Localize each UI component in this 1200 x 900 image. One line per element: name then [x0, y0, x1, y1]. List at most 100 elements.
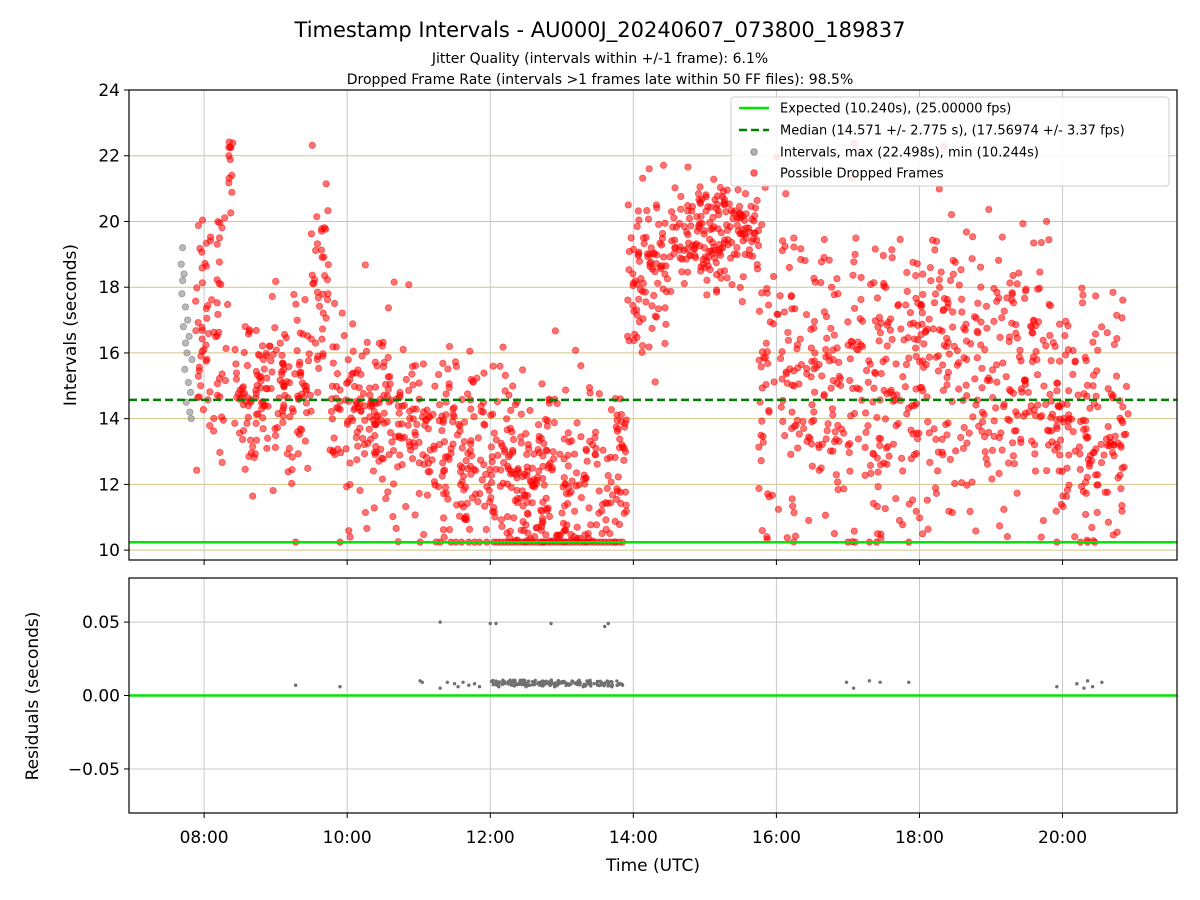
dropped-frame-point [415, 438, 423, 447]
dropped-frame-point [456, 462, 464, 470]
dropped-frame-point [385, 451, 393, 459]
residual-point [615, 683, 619, 688]
dropped-frame-point [889, 440, 897, 448]
dropped-frame-point [874, 468, 882, 476]
dropped-frame-point [1094, 346, 1102, 354]
dropped-frame-point [847, 412, 855, 420]
dropped-frame-point [1089, 338, 1097, 346]
dropped-frame-point [973, 327, 981, 335]
dropped-frame-point [1103, 329, 1111, 337]
dropped-frame-point [271, 324, 279, 332]
dropped-frame-point [784, 336, 793, 344]
dropped-frame-point [877, 530, 885, 538]
dropped-frame-point [322, 314, 330, 322]
dropped-frame-point [899, 467, 907, 475]
dropped-frame-point [757, 457, 765, 465]
dropped-frame-point [462, 457, 470, 465]
dropped-frame-point [294, 450, 302, 458]
dropped-frame-point [382, 494, 390, 503]
dropped-frame-point [1033, 371, 1042, 379]
dropped-frame-point [1117, 443, 1125, 451]
dropped-frame-point [225, 143, 233, 151]
dropped-frame-point [658, 234, 667, 242]
dropped-frame-point [622, 507, 631, 515]
residual-point [338, 684, 342, 689]
intervals-y-tick-label: 16 [98, 344, 120, 364]
dropped-frame-point [487, 478, 496, 487]
dropped-frame-point [355, 384, 363, 392]
dropped-frame-point [521, 492, 529, 500]
dropped-frame-point [930, 425, 938, 433]
dropped-frame-point [998, 233, 1006, 241]
dropped-frame-point [874, 483, 882, 491]
dropped-frame-point [850, 258, 858, 266]
dropped-frame-point [788, 495, 796, 503]
dropped-frame-point [851, 250, 859, 259]
dropped-frame-point [797, 245, 805, 253]
dropped-frame-point [1037, 533, 1045, 541]
dropped-frame-point [820, 235, 828, 244]
dropped-frame-point [602, 516, 610, 524]
dropped-frame-point [476, 490, 484, 498]
intervals-y-tick-label: 12 [98, 475, 120, 495]
intervals-y-tick-label: 18 [98, 278, 120, 298]
dropped-frame-point [330, 434, 338, 442]
dropped-frame-point [193, 284, 201, 292]
dropped-frame-point [469, 377, 477, 385]
dropped-frame-point [310, 279, 318, 287]
dropped-frame-point [582, 445, 590, 453]
dropped-frame-point [1047, 357, 1055, 365]
dropped-frame-point [1051, 446, 1059, 454]
dropped-frame-point [304, 464, 312, 472]
dropped-frame-point [876, 329, 885, 337]
dropped-frame-point [667, 287, 675, 296]
dropped-frame-point [497, 516, 505, 524]
dropped-frame-point [737, 210, 745, 219]
dropped-frame-point [716, 268, 724, 276]
dropped-frame-point [1055, 357, 1064, 365]
dropped-frame-point [386, 372, 394, 381]
dropped-frame-point [622, 501, 630, 509]
dropped-frame-point [593, 460, 601, 468]
dropped-frame-point [379, 455, 387, 463]
dropped-frame-point [709, 213, 717, 222]
dropped-frame-point [279, 418, 287, 427]
dropped-frame-point [1082, 510, 1090, 519]
dropped-frame-point [586, 437, 594, 445]
dropped-frame-point [614, 487, 622, 495]
dropped-frame-point [490, 508, 498, 516]
dropped-frame-point [911, 344, 920, 352]
interval-point [179, 323, 187, 331]
residual-point [603, 681, 607, 685]
dropped-frame-point [1048, 438, 1056, 446]
dropped-frame-point [315, 364, 323, 372]
interval-point [181, 303, 190, 311]
dropped-frame-point [561, 480, 569, 488]
interval-point [177, 260, 185, 268]
dropped-frame-point [978, 418, 987, 426]
dropped-frame-point [937, 268, 945, 276]
dropped-frame-point [218, 458, 226, 467]
dropped-frame-point [402, 503, 410, 511]
dropped-frame-point [359, 389, 368, 398]
dropped-frame-point [206, 422, 214, 430]
dropped-frame-point [279, 379, 287, 387]
dropped-frame-point [962, 320, 970, 328]
dropped-frame-point [492, 436, 500, 444]
dropped-frame-point [708, 225, 717, 233]
dropped-frame-point [449, 411, 457, 419]
dropped-frame-point [369, 467, 378, 475]
dropped-frame-point [924, 525, 932, 533]
dropped-frame-point [857, 273, 865, 282]
dropped-frame-point [888, 254, 896, 262]
dropped-frame-point [288, 405, 296, 413]
dropped-frame-point [995, 433, 1003, 442]
dropped-frame-point [499, 479, 507, 487]
dropped-frame-point [778, 348, 786, 356]
dropped-frame-point [647, 244, 655, 252]
dropped-frame-point [367, 435, 375, 443]
dropped-frame-point [910, 335, 919, 343]
dropped-frame-point [953, 361, 961, 369]
dropped-frame-point [404, 421, 412, 429]
dropped-frame-point [902, 301, 910, 309]
